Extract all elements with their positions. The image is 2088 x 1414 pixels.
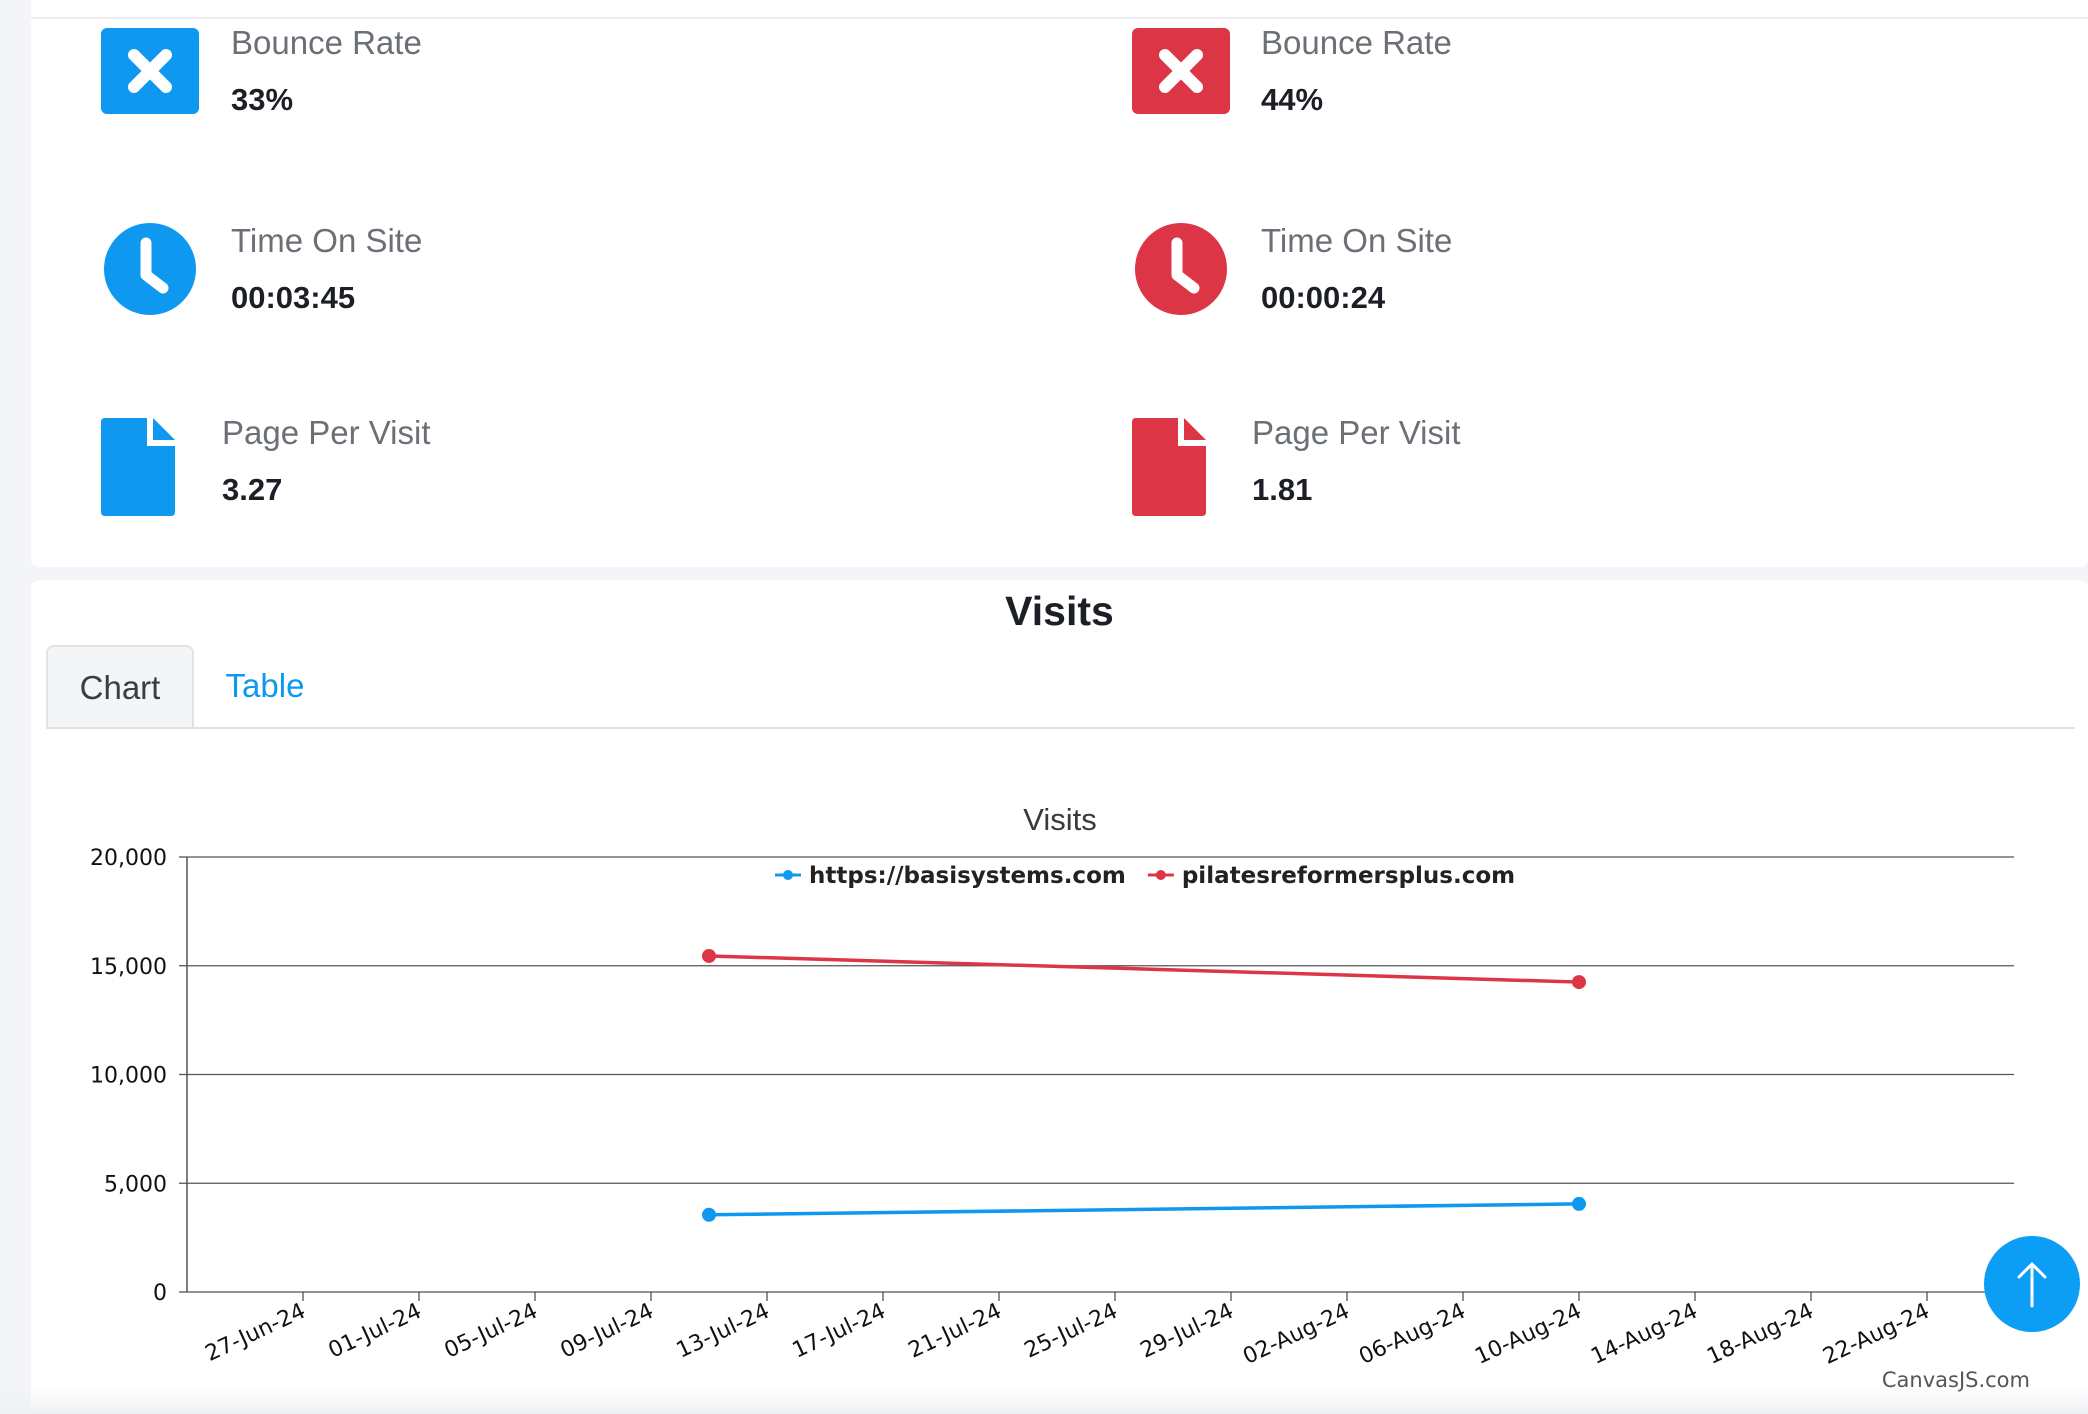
scroll-to-top-button[interactable] — [1984, 1236, 2080, 1332]
bottom-fade — [0, 1386, 2088, 1414]
page-per-visit-value: 3.27 — [222, 472, 283, 507]
x-tick-label: 09-Jul-24 — [557, 1299, 658, 1364]
page-per-visit-value: 1.81 — [1252, 472, 1313, 507]
tabs-divider — [46, 727, 2075, 729]
time-on-site-value: 00:03:45 — [231, 280, 356, 315]
site2-bounce-rate: Bounce Rate 44% — [1132, 24, 2032, 148]
site2-page-per-visit: Page Per Visit 1.81 — [1132, 414, 2032, 538]
site1-time-on-site: Time On Site 00:03:45 — [101, 222, 1001, 342]
data-point — [702, 948, 716, 963]
x-tick-label: 02-Aug-24 — [1239, 1299, 1353, 1370]
y-tick-label: 5,000 — [104, 1172, 167, 1197]
x-tick-label: 29-Jul-24 — [1137, 1299, 1238, 1364]
arrow-up-icon — [2017, 1262, 2047, 1308]
x-tick-label: 05-Jul-24 — [441, 1299, 542, 1364]
time-on-site-value: 00:00:24 — [1261, 280, 1386, 315]
file-icon — [101, 418, 175, 521]
x-tick-label: 13-Jul-24 — [673, 1299, 774, 1364]
clock-icon — [1132, 222, 1230, 321]
top-divider — [31, 17, 2088, 19]
x-tick-label: 10-Aug-24 — [1471, 1299, 1585, 1370]
legend-swatch-marker — [783, 870, 793, 880]
y-tick-label: 15,000 — [90, 955, 167, 980]
stats-card — [31, 0, 2088, 567]
data-point — [702, 1207, 716, 1222]
tab-table[interactable]: Table — [225, 667, 305, 704]
visits-section-title: Visits — [1005, 588, 1114, 634]
times-icon — [101, 28, 199, 119]
tab-chart[interactable]: Chart — [46, 645, 194, 729]
data-point — [1572, 975, 1586, 990]
visits-card — [31, 580, 2088, 1414]
x-tick-label: 21-Jul-24 — [905, 1299, 1006, 1364]
y-tick-label: 0 — [153, 1281, 167, 1306]
legend-item-2: pilatesreformersplus.com — [1182, 863, 1515, 889]
x-tick-label: 18-Aug-24 — [1703, 1299, 1817, 1370]
page-per-visit-label: Page Per Visit — [222, 414, 431, 451]
times-icon — [1132, 28, 1230, 119]
bounce-rate-value: 33% — [231, 82, 294, 117]
x-tick-label: 25-Jul-24 — [1021, 1299, 1122, 1364]
site1-bounce-rate: Bounce Rate 33% — [101, 24, 1001, 148]
site1-page-per-visit: Page Per Visit 3.27 — [101, 414, 1001, 538]
bounce-rate-value: 44% — [1261, 82, 1324, 117]
chart-title: Visits — [1023, 802, 1097, 837]
y-tick-label: 10,000 — [90, 1064, 167, 1089]
x-tick-label: 01-Jul-24 — [325, 1299, 426, 1364]
time-on-site-label: Time On Site — [231, 222, 423, 259]
site2-time-on-site: Time On Site 00:00:24 — [1132, 222, 2032, 342]
x-tick-label: 06-Aug-24 — [1355, 1299, 1469, 1370]
bounce-rate-label: Bounce Rate — [1261, 24, 1452, 61]
file-icon — [1132, 418, 1206, 521]
legend-item-1: https://basisystems.com — [809, 863, 1126, 889]
x-tick-label: 17-Jul-24 — [789, 1299, 890, 1364]
time-on-site-label: Time On Site — [1261, 222, 1453, 259]
x-tick-label: 14-Aug-24 — [1587, 1299, 1701, 1370]
x-tick-label: 27-Jun-24 — [202, 1299, 310, 1367]
clock-icon — [101, 222, 199, 321]
series-line-1 — [708, 1202, 1580, 1217]
legend-swatch-marker — [1155, 870, 1166, 880]
series-line-2 — [708, 954, 1580, 984]
y-tick-label: 20,000 — [90, 846, 167, 871]
bounce-rate-label: Bounce Rate — [231, 24, 422, 61]
x-tick-label: 22-Aug-24 — [1819, 1299, 1933, 1370]
data-point — [1572, 1196, 1586, 1211]
page-per-visit-label: Page Per Visit — [1252, 414, 1461, 451]
